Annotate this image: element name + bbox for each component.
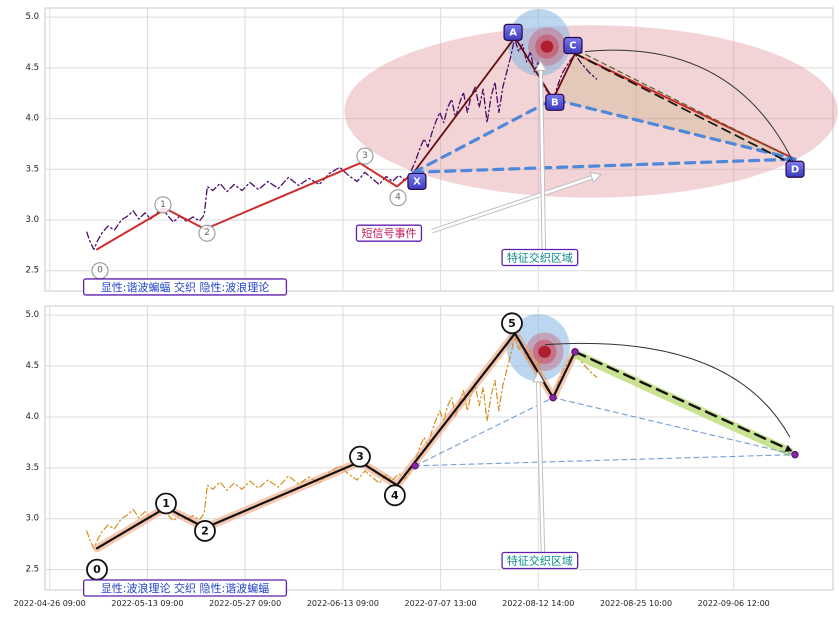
wave-circle-1 [154, 196, 172, 214]
harmonic-label-box-B [545, 93, 565, 111]
wave-circle-3 [356, 147, 374, 165]
wave-circle-label: 5 [508, 317, 516, 330]
wave-circle-4 [389, 189, 407, 207]
harmonic-label-box-A [503, 23, 523, 41]
harmonic-explicit-chart: 2.5 3.0 3.5 4.0 4.5 5.0 0 1 2 3 4 X A B C D 短信号事件特征交织区域显… [25, 7, 838, 296]
y-tick-label: 3.0 [25, 514, 39, 524]
explicit-implicit-label: 显性:波浪理论 交织 隐性:谐波蝙蝠 [101, 581, 269, 595]
wave-circle-label: 1 [160, 200, 166, 210]
harmonic-label-box-D [785, 160, 805, 178]
feature-interweave-label: 特征交织区域 [507, 251, 573, 265]
triangle-xb-bd-blue [412, 97, 797, 174]
y-tick-label: 4.0 [25, 412, 39, 422]
highlight-ellipse [506, 314, 570, 382]
harmonic-point-dot [549, 393, 557, 402]
harmonic-point-dot [571, 348, 579, 356]
wave-circle-5 [501, 312, 523, 335]
wave-circle-2 [194, 520, 216, 542]
wave-circle-label: 0 [97, 266, 103, 276]
y-tick-label: 3.0 [25, 215, 39, 225]
price-line [86, 37, 598, 251]
wave-circle-label: 1 [162, 497, 170, 510]
interweave-arrow-vertical-head [532, 371, 545, 383]
highlight-ellipse [507, 9, 571, 76]
harmonic-black-overlay [413, 36, 576, 173]
harmonic-label-X: X [413, 176, 421, 187]
plot-area [44, 305, 834, 591]
interweave-arrow-vertical [536, 381, 545, 555]
wave-circle-3 [349, 445, 371, 468]
projection-black-dashed-arrowhead [784, 444, 793, 452]
feature-interweave-label: 特征交织区域 [507, 553, 573, 567]
y-tick-label: 4.5 [25, 361, 39, 371]
x-tick-label: 2022-04-26 09:00 [14, 599, 86, 608]
harmonic-label-C: C [569, 41, 576, 52]
x-tick-label: 2022-05-13 09:00 [111, 599, 183, 608]
explicit-implicit-label-box [82, 278, 288, 296]
short-signal-event-label: 短信号事件 [361, 226, 416, 240]
x-tick-label: 2022-07-07 13:00 [405, 599, 477, 608]
x-tick-label: 2022-08-12 14:00 [502, 599, 574, 608]
signal-arrow-diagonal-head [589, 171, 603, 184]
y-tick-label: 5.0 [25, 12, 39, 22]
highlight-ellipse [344, 25, 838, 198]
projection-green-band [570, 349, 794, 457]
harmonic-label-box-C [563, 36, 583, 55]
harmonic-label-box-X [407, 172, 427, 191]
x-tick-label: 2022-05-27 09:00 [209, 599, 281, 608]
harmonic-label-B: B [551, 97, 559, 108]
triangle-xd-blue [412, 157, 797, 174]
annotation-arc [584, 49, 794, 162]
wave-circle-label: 0 [93, 563, 101, 576]
wave-circle-label: 3 [362, 151, 368, 161]
cd-projection-dashed [574, 52, 792, 165]
wave-circle-4 [383, 484, 406, 507]
x-tick-label: 2022-08-25 10:00 [600, 599, 672, 608]
harmonic-point-dot [411, 462, 419, 470]
highlight-ellipse [540, 40, 554, 53]
harmonic-label-A: A [509, 27, 517, 38]
interweave-arrow-vertical [539, 69, 546, 251]
projection-black-dashed [573, 350, 791, 451]
short-signal-event-label-box [355, 224, 423, 242]
explicit-implicit-label-box [82, 579, 288, 597]
wave-circle-label: 2 [204, 228, 210, 238]
wave-circle-1 [155, 492, 177, 515]
harmonic-label-D: D [791, 164, 799, 175]
wave-circle-label: 4 [391, 489, 399, 502]
x-tick-label: 2022-09-06 12:00 [698, 599, 770, 608]
y-tick-label: 5.0 [25, 310, 39, 320]
cd-guide-olive [577, 49, 787, 156]
plot-area [44, 7, 834, 292]
y-tick-label: 3.5 [25, 164, 39, 174]
interweave-arrow-vertical-head [534, 59, 547, 72]
harmonic-point-dot [791, 450, 799, 459]
y-tick-label: 4.0 [25, 114, 39, 124]
signal-arrow-diagonal [431, 175, 593, 233]
y-tick-label: 2.5 [25, 266, 39, 276]
y-tick-label: 4.5 [25, 63, 39, 73]
y-tick-label: 2.5 [25, 565, 39, 575]
feature-interweave-label-box [501, 551, 579, 570]
explicit-implicit-label: 显性:谐波蝙蝠 交织 隐性:波浪理论 [101, 280, 269, 294]
y-tick-label: 3.5 [25, 463, 39, 473]
wave-circle-label: 2 [201, 524, 209, 537]
x-tick-label: 2022-06-13 09:00 [307, 599, 379, 608]
feature-interweave-label-box [501, 248, 579, 267]
wave-circle-label: 4 [395, 193, 401, 203]
wave-circle-2 [198, 224, 216, 242]
annotation-arc [544, 342, 791, 438]
triangle-xd-blue-thin [414, 454, 796, 467]
wave-circle-label: 3 [356, 450, 364, 463]
highlight-polygon [553, 53, 796, 160]
highlight-ellipse [538, 345, 551, 358]
